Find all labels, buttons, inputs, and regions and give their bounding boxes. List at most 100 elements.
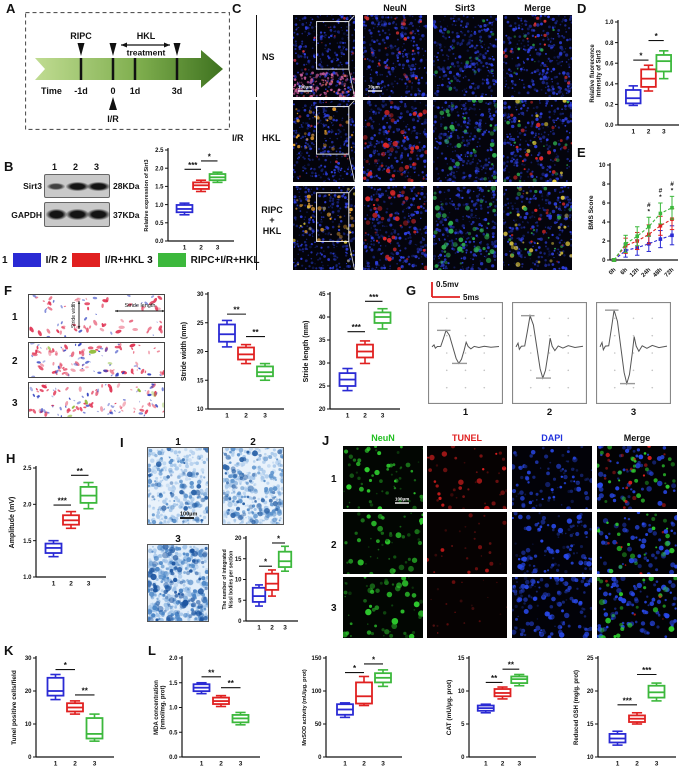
panel-label-J: J	[322, 433, 330, 448]
time-0: 0	[110, 86, 115, 96]
svg-text:3: 3	[216, 245, 220, 252]
legend-num-1: 1	[2, 254, 8, 266]
svg-text:2: 2	[363, 413, 367, 420]
panel-label-H: H	[6, 451, 16, 466]
svg-text:2.0: 2.0	[155, 166, 164, 172]
stride-length-boxplot: 20 25 30 35 40 45 Stride length (mm) 1 2 3 *** ***	[302, 288, 404, 424]
svg-text:3: 3	[381, 413, 385, 420]
legend-swatch-irhkl	[71, 253, 100, 267]
svg-text:*: *	[659, 194, 662, 201]
gapdh-band-1	[46, 209, 67, 220]
c-row-ns: NS	[262, 52, 275, 62]
c-row-ir: I/R	[232, 133, 244, 143]
legend-swatch-ripc	[157, 253, 186, 267]
j3-dapi-image	[511, 574, 595, 640]
blot-row-sirt3: Sirt3	[23, 181, 42, 191]
sirt3-band-3	[87, 182, 110, 191]
c-ns-neun-image: 70μm	[361, 13, 429, 99]
svg-text:30: 30	[319, 361, 326, 367]
j-row-2: 2	[331, 540, 337, 551]
legend-swatch-ir	[12, 253, 41, 267]
hkl-arrow-right-icon	[164, 42, 170, 48]
sirt3-blot	[44, 174, 110, 198]
trace-label-2: 2	[546, 407, 553, 418]
c-row-ripc-line2: +	[269, 215, 275, 226]
tunel-positive-boxplot: 0 10 20 30 Tunel positive cells/field 1 2 3 * **	[10, 652, 118, 772]
c-ripc-merge-image	[502, 184, 574, 272]
j-row-3: 3	[331, 603, 337, 614]
svg-text:1: 1	[631, 129, 635, 136]
svg-text:1.0: 1.0	[605, 20, 614, 26]
legend-label-ripc: RIPC+I/R+HKL	[190, 254, 260, 266]
svg-text:0.2: 0.2	[605, 103, 614, 109]
svg-text:1.0: 1.0	[155, 203, 164, 209]
svg-text:2: 2	[69, 581, 73, 588]
svg-text:10: 10	[599, 163, 606, 169]
panel-label-E: E	[577, 145, 586, 160]
svg-text:1.5: 1.5	[155, 185, 164, 191]
panel-label-I: I	[120, 435, 124, 450]
c-ns-sirt3-image	[431, 14, 499, 99]
panel-label-C: C	[232, 1, 242, 16]
j2-tunel-image	[425, 512, 507, 574]
svg-text:***: ***	[58, 497, 68, 506]
f-row-2: 2	[12, 356, 18, 367]
svg-text:*: *	[655, 32, 659, 41]
svg-text:BMS Score: BMS Score	[588, 195, 595, 230]
treatment-label: treatment	[127, 48, 166, 58]
svg-text:35: 35	[319, 338, 326, 344]
svg-text:2.0: 2.0	[23, 503, 32, 509]
sirt3-expression-boxplot: 0.0 0.5 1.0 1.5 2.0 2.5 Relative expression of…	[142, 144, 238, 256]
svg-text:Relative expression of Sirt3: Relative expression of Sirt3	[144, 159, 150, 231]
svg-text:30: 30	[197, 292, 204, 298]
legend-label-ir: I/R	[45, 254, 59, 266]
svg-text:0.6: 0.6	[605, 61, 614, 67]
scale-ms-label: 5ms	[463, 293, 480, 302]
nissl-image-1: 100μm	[146, 446, 210, 526]
nissl-bodies-boxplot: 0 5 10 15 20 The number of integrated Nissl bo…	[220, 532, 302, 636]
svg-text:15: 15	[197, 378, 204, 384]
timeline-border	[25, 12, 230, 130]
svg-text:3: 3	[662, 129, 666, 136]
footprint-track-3	[27, 382, 165, 418]
svg-text:4: 4	[602, 220, 606, 226]
blot-lane-1: 1	[52, 162, 58, 172]
c-row-ripc-line3: HKL	[262, 225, 282, 236]
nissl-image-2	[220, 446, 285, 527]
timeline-diagram: RIPC HKL treatment Time -1d 0 1d 3d I/R	[25, 12, 230, 130]
svg-text:20: 20	[319, 407, 326, 413]
j1-merge-image	[595, 444, 677, 511]
svg-text:**: **	[252, 328, 259, 337]
svg-text:48h: 48h	[652, 267, 664, 278]
svg-text:0.5: 0.5	[155, 221, 164, 227]
j-header-merge: Merge	[623, 433, 651, 443]
c-header-merge: Merge	[524, 3, 551, 13]
svg-text:1: 1	[183, 245, 187, 252]
marker-ripc-icon	[77, 43, 85, 56]
panel-label-B: B	[4, 159, 14, 174]
c-row-hkl: HKL	[262, 133, 281, 143]
j1-neun-image: 100μm	[343, 445, 425, 511]
svg-text:0.8: 0.8	[605, 41, 614, 47]
sirt3-band-1	[47, 183, 65, 190]
c-hkl-neun-image	[362, 99, 429, 183]
svg-text:0.0: 0.0	[605, 123, 614, 129]
c-ripc-neun-image	[361, 184, 429, 271]
c-header-sirt3: Sirt3	[454, 3, 475, 13]
svg-text:1: 1	[225, 413, 229, 420]
c-hkl-overview-image	[291, 99, 357, 183]
mda-boxplot: 0.0 0.5 1.0 1.5 2.0 MDA concentration (nmol/mg…	[152, 652, 264, 772]
stride-width-boxplot: 10 15 20 25 30 Stride width (mm) 1 2 3 ** **	[180, 288, 288, 424]
svg-text:10: 10	[197, 407, 204, 413]
amplitude-boxplot: 1.0 1.5 2.0 2.5 Amplitude (mV) 1 2 3 *** **	[8, 462, 110, 592]
trace-label-3: 3	[630, 407, 637, 418]
legend-num-3: 3	[147, 254, 153, 266]
svg-text:25: 25	[197, 321, 204, 327]
svg-text:**: **	[233, 306, 240, 315]
panel-label-L: L	[148, 643, 156, 658]
gapdh-band-3	[87, 209, 110, 220]
svg-text:1: 1	[52, 581, 56, 588]
svg-text:Stride width (mm): Stride width (mm)	[181, 322, 188, 381]
f-row-1: 1	[12, 312, 18, 323]
f-row-3: 3	[12, 398, 18, 409]
